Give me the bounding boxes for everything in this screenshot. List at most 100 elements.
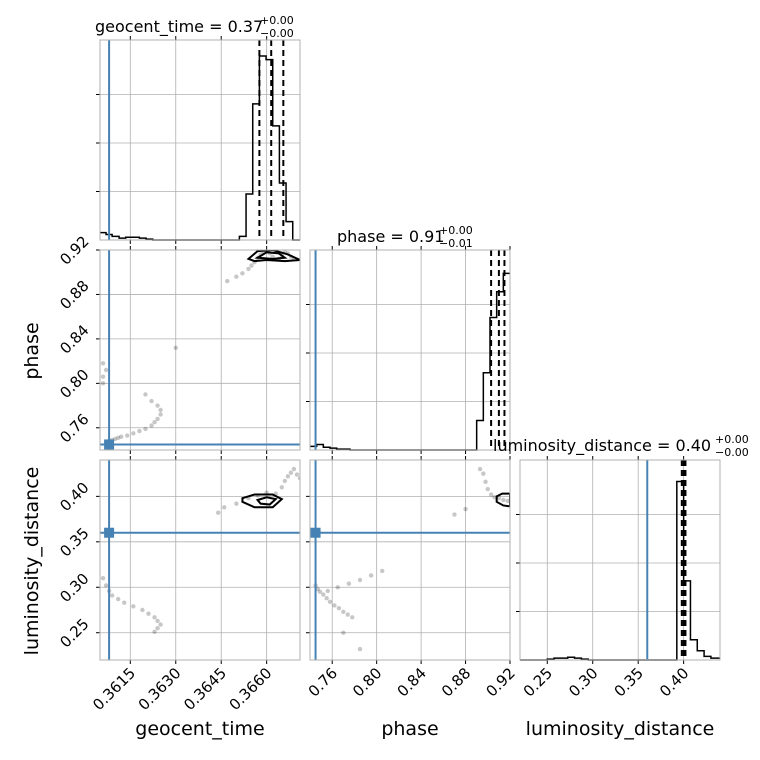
scatter-layer xyxy=(100,250,510,660)
histogram-layer xyxy=(100,55,720,661)
scatter-point xyxy=(317,589,323,595)
truth-marker xyxy=(310,527,321,538)
y-tick-label: 0.84 xyxy=(56,321,92,357)
scatter-point xyxy=(325,588,330,594)
density-contour xyxy=(255,496,278,506)
scatter-point xyxy=(158,407,163,413)
scatter-point xyxy=(119,434,124,439)
scatter-panel-geocent_time-luminosity_distance xyxy=(100,460,300,660)
panel-frame-2-2 xyxy=(519,459,721,661)
x-tick-label: 0.3645 xyxy=(180,664,230,714)
scatter-point xyxy=(345,612,350,617)
scatter-point xyxy=(240,271,245,276)
xlabel-phase: phase xyxy=(381,718,438,740)
x-tick-label: 0.3615 xyxy=(89,664,139,714)
scatter-point xyxy=(335,585,340,590)
scatter-point xyxy=(324,595,329,601)
panel-frame-2-0 xyxy=(99,459,301,661)
scatter-point xyxy=(291,466,297,472)
scatter-point xyxy=(173,345,178,350)
scatter-panel-geocent_time-phase xyxy=(100,250,300,450)
scatter-point xyxy=(140,607,145,613)
scatter-point xyxy=(332,603,337,608)
title-geocent-time-plus: +0.00 xyxy=(260,14,294,27)
scatter-point xyxy=(270,254,275,259)
scatter-point xyxy=(100,374,106,379)
scatter-point xyxy=(155,416,160,422)
scatter-point xyxy=(246,266,251,272)
panel-frame-1-1 xyxy=(309,249,511,451)
histogram-phase xyxy=(310,272,510,451)
density-contour xyxy=(241,493,284,509)
density-contour xyxy=(495,492,510,508)
panel-frame-1-0 xyxy=(99,249,301,451)
scatter-point xyxy=(452,512,457,517)
scatter-point xyxy=(279,485,285,490)
x-tick-label: 0.3660 xyxy=(226,664,276,714)
scatter-point xyxy=(341,609,346,615)
scatter-point xyxy=(285,474,291,479)
title-luminosity-distance-minus: −0.00 xyxy=(715,446,749,459)
scatter-point xyxy=(115,596,121,602)
scatter-point xyxy=(103,367,109,373)
scatter-point xyxy=(100,381,106,386)
y-tick-label: 0.80 xyxy=(56,366,92,402)
x-tick-label: 0.25 xyxy=(520,664,556,700)
truth-marker xyxy=(104,439,115,450)
scatter-point xyxy=(341,630,346,635)
frame-layer xyxy=(99,39,721,661)
title-geocent-time: geocent_time = 0.37 xyxy=(95,17,263,37)
title-luminosity-distance: luminosity_distance = 0.40 xyxy=(493,436,711,456)
scatter-point xyxy=(143,426,148,432)
scatter-point xyxy=(315,586,320,592)
scatter-point xyxy=(152,420,157,425)
title-phase-minus: −0.01 xyxy=(439,237,473,250)
ylabel-luminosity-distance: luminosity_distance xyxy=(21,467,43,656)
scatter-point xyxy=(158,622,163,627)
scatter-point xyxy=(346,581,352,586)
title-phase: phase = 0.91 xyxy=(337,227,444,246)
y-tick-label: 0.76 xyxy=(56,410,92,446)
truth-marker xyxy=(104,527,115,538)
scatter-point xyxy=(481,471,486,476)
scatter-point xyxy=(249,263,254,268)
x-tick-label: 0.92 xyxy=(482,664,518,700)
xlabel-luminosity-distance: luminosity_distance xyxy=(526,718,715,740)
scatter-point xyxy=(115,435,121,440)
scatter-point xyxy=(380,568,385,574)
scatter-point xyxy=(294,472,300,477)
scatter-point xyxy=(152,615,157,620)
scatter-point xyxy=(155,625,160,631)
scatter-point xyxy=(234,501,239,506)
scatter-point xyxy=(109,593,115,598)
title-geocent-time-minus: −0.00 xyxy=(260,27,294,40)
title-luminosity-distance-plus: +0.00 xyxy=(715,433,749,446)
scatter-point xyxy=(485,486,490,492)
scatter-point xyxy=(149,423,154,428)
scatter-point xyxy=(155,618,160,624)
scatter-point xyxy=(501,497,506,503)
scatter-point xyxy=(321,592,326,597)
scatter-point xyxy=(215,510,221,515)
density-contour xyxy=(246,250,300,263)
scatter-point xyxy=(357,646,363,652)
scatter-point xyxy=(297,475,300,481)
scatter-point xyxy=(131,604,136,609)
scatter-point xyxy=(100,361,106,366)
scatter-point xyxy=(327,599,333,605)
scatter-point xyxy=(122,600,127,605)
scatter-point xyxy=(477,466,483,472)
scatter-point xyxy=(505,498,510,504)
reference-line-layer xyxy=(108,40,687,660)
scatter-point xyxy=(149,398,154,404)
y-tick-label: 0.92 xyxy=(56,232,92,268)
scatter-point xyxy=(152,629,157,635)
scatter-point xyxy=(483,479,488,485)
histogram-luminosity_distance xyxy=(520,480,720,661)
scatter-point xyxy=(100,575,106,581)
scatter-point xyxy=(155,403,160,408)
scatter-point xyxy=(103,583,109,588)
scatter-point xyxy=(143,392,148,397)
scatter-point xyxy=(288,470,294,475)
